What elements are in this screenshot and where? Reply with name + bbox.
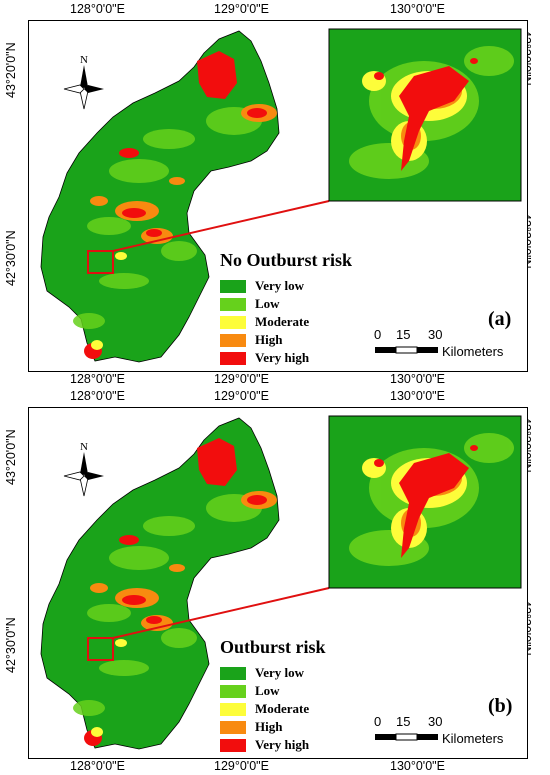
legend-item-high: High [220,331,352,349]
scale-bar: 0 15 30 Kilometers [374,714,524,746]
inset-map [328,28,522,202]
legend-item-moderate: Moderate [220,313,352,331]
scale-tick-0: 0 [374,327,382,342]
north-arrow-label: N [80,441,88,453]
legend-item-high: High [220,718,326,736]
legend-title: No Outburst risk [220,250,353,270]
legend-swatch [220,297,246,311]
map-panel-a: 128°0'0"E 129°0'0"E 130°0'0"E 128°0'0"E … [4,2,533,386]
lon-label-130: 130°0'0"E [390,2,445,16]
scale-bar-graphic [375,346,438,354]
legend-label: Very high [255,350,310,365]
risk-map [40,415,522,750]
scale-bar: 0 15 30 Kilometers [374,327,524,359]
legend-label: Very low [255,665,304,680]
legend-label: High [255,719,283,734]
legend-item-moderate: Moderate [220,700,326,718]
legend-swatch [220,738,246,752]
scale-bar-graphic [375,733,438,741]
map-frame: N [28,407,528,759]
map-panel-b: 128°0'0"E 129°0'0"E 130°0'0"E 128°0'0"E … [0,387,550,775]
lon-label-130-bottom: 130°0'0"E [390,759,445,773]
lon-label-129: 129°0'0"E [214,389,269,403]
legend-item-very-high: Very high [220,736,326,754]
hotspot-center [90,148,185,260]
legend-swatch [220,351,246,365]
map-frame: N [28,20,528,372]
hotspot-northeast [197,438,277,509]
legend-item-very-low: Very low [220,664,326,682]
scale-units: Kilometers [442,731,504,746]
legend-swatch [220,684,246,698]
legend: Outburst risk Very low Low Moderate High… [220,637,326,754]
legend-swatch [220,315,246,329]
panel-label: (a) [488,308,512,330]
lon-label-128: 128°0'0"E [70,2,125,16]
scale-units: Kilometers [442,344,504,359]
scale-tick-30: 30 [428,714,443,729]
hotspot-northeast [197,51,277,122]
lon-label-128-bottom: 128°0'0"E [70,759,125,773]
legend-item-low: Low [220,682,326,700]
inset-selection-box [87,637,114,661]
lat-label-4230-left: 42°30'0"N [4,230,18,286]
connector-line [112,200,330,252]
hotspot-south [84,340,103,359]
legend-swatch [220,279,246,293]
lon-label-130-bottom: 130°0'0"E [390,372,445,386]
risk-map [40,28,522,363]
lat-label-4320-left: 43°20'0"N [4,429,18,485]
inset-map [328,415,522,589]
legend-item-low: Low [220,295,352,313]
lat-label-4230-left: 42°30'0"N [4,617,18,673]
scale-tick-0: 0 [374,714,382,729]
north-arrow: N [61,51,107,111]
lon-label-130: 130°0'0"E [390,389,445,403]
legend-item-very-low: Very low [220,277,352,295]
legend-label: Moderate [255,314,310,329]
legend-label: High [255,332,283,347]
legend-swatch [220,333,246,347]
legend-swatch [220,720,246,734]
legend-item-very-high: Very high [220,349,352,367]
legend-label: Low [255,296,280,311]
legend-label: Very high [255,737,310,752]
hotspot-south [84,727,103,746]
legend-label: Moderate [255,701,310,716]
legend: No Outburst risk Very low Low Moderate H… [220,250,352,367]
lon-label-128-bottom: 128°0'0"E [70,372,125,386]
legend-title: Outburst risk [220,637,326,657]
panel-label: (b) [488,695,513,717]
lon-label-129-bottom: 129°0'0"E [214,372,269,386]
legend-swatch [220,666,246,680]
lon-label-129: 129°0'0"E [214,2,269,16]
inset-selection-box [87,250,114,274]
north-arrow-label: N [80,54,88,66]
lon-label-129-bottom: 129°0'0"E [214,759,269,773]
hotspot-center [90,535,185,647]
lon-label-128: 128°0'0"E [70,389,125,403]
legend-label: Low [255,683,280,698]
legend-swatch [220,702,246,716]
lat-label-4320-left: 43°20'0"N [4,42,18,98]
north-arrow: N [61,438,107,498]
scale-tick-15: 15 [396,327,411,342]
legend-label: Very low [255,278,304,293]
scale-tick-15: 15 [396,714,411,729]
connector-line [112,587,330,639]
scale-tick-30: 30 [428,327,443,342]
